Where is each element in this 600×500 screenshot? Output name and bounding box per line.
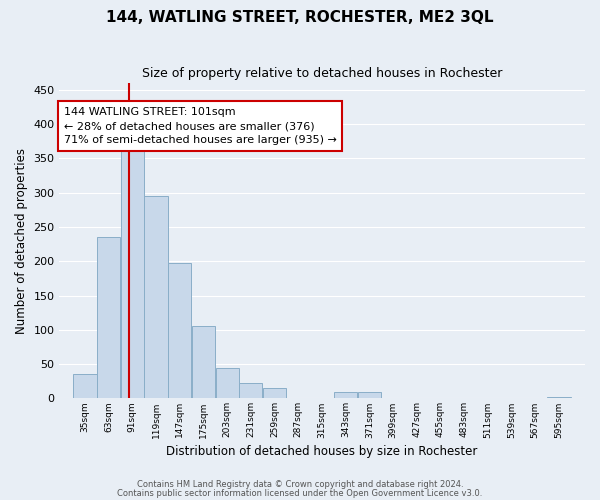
Title: Size of property relative to detached houses in Rochester: Size of property relative to detached ho…: [142, 68, 502, 80]
Bar: [358, 392, 381, 398]
Text: Contains public sector information licensed under the Open Government Licence v3: Contains public sector information licen…: [118, 488, 482, 498]
Text: 144, WATLING STREET, ROCHESTER, ME2 3QL: 144, WATLING STREET, ROCHESTER, ME2 3QL: [106, 10, 494, 25]
Bar: [145, 196, 167, 398]
Bar: [168, 262, 191, 398]
Bar: [192, 326, 215, 398]
Bar: [239, 384, 262, 398]
X-axis label: Distribution of detached houses by size in Rochester: Distribution of detached houses by size …: [166, 444, 478, 458]
Text: 144 WATLING STREET: 101sqm
← 28% of detached houses are smaller (376)
71% of sem: 144 WATLING STREET: 101sqm ← 28% of deta…: [64, 107, 337, 145]
Bar: [97, 238, 120, 398]
Y-axis label: Number of detached properties: Number of detached properties: [15, 148, 28, 334]
Bar: [334, 392, 357, 398]
Bar: [547, 397, 571, 398]
Bar: [121, 147, 144, 399]
Bar: [73, 374, 97, 398]
Bar: [263, 388, 286, 398]
Bar: [215, 368, 239, 398]
Text: Contains HM Land Registry data © Crown copyright and database right 2024.: Contains HM Land Registry data © Crown c…: [137, 480, 463, 489]
